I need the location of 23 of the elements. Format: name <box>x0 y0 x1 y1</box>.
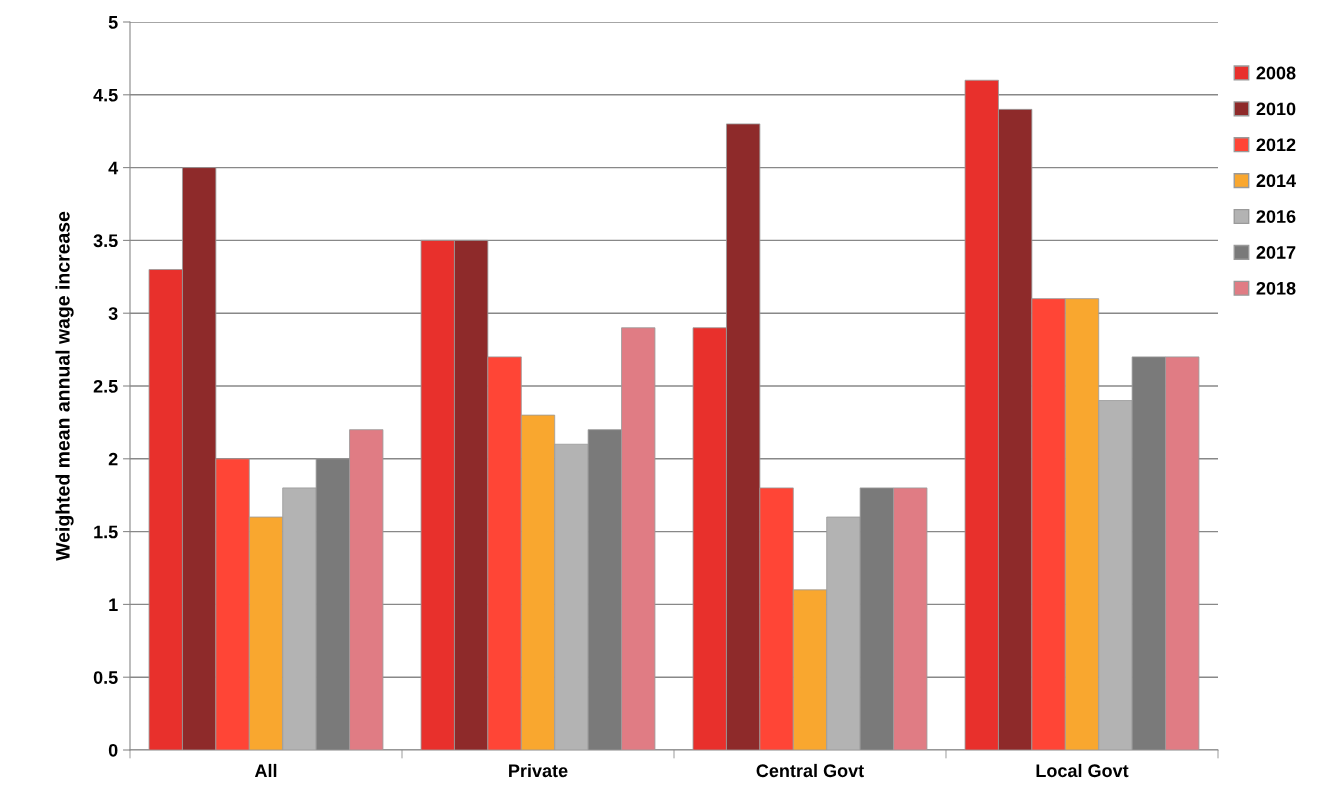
x-tick-label: All <box>254 763 277 777</box>
legend-label: 2014 <box>1256 174 1296 188</box>
y-axis-title: Weighted mean annual wage increase <box>55 211 74 561</box>
legend-label: 2012 <box>1256 138 1296 152</box>
y-tick-label: 5 <box>108 16 118 29</box>
y-tick-label: 2 <box>108 452 118 466</box>
y-tick-label: 3.5 <box>93 234 118 248</box>
y-tick-label: 3 <box>108 307 118 320</box>
legend-label: 2010 <box>1256 102 1296 116</box>
y-tick-label: 4 <box>108 161 119 175</box>
legend-label: 2018 <box>1256 281 1296 295</box>
x-tick-label: Private <box>509 763 568 778</box>
x-tick-label: Central Govt <box>756 763 864 778</box>
y-tick-label: 0 <box>108 743 118 757</box>
y-tick-label: 1 <box>109 598 118 611</box>
legend-label: 2016 <box>1256 210 1296 223</box>
legend-label: 2008 <box>1256 66 1296 80</box>
legend-label: 2017 <box>1256 246 1296 259</box>
x-tick-label: Local Govt <box>1036 763 1129 778</box>
y-tick-label: 2.5 <box>93 379 118 393</box>
y-tick-label: 4.5 <box>93 88 118 102</box>
y-tick-label: 1.5 <box>94 525 118 539</box>
y-tick-label: 0.5 <box>93 671 118 684</box>
